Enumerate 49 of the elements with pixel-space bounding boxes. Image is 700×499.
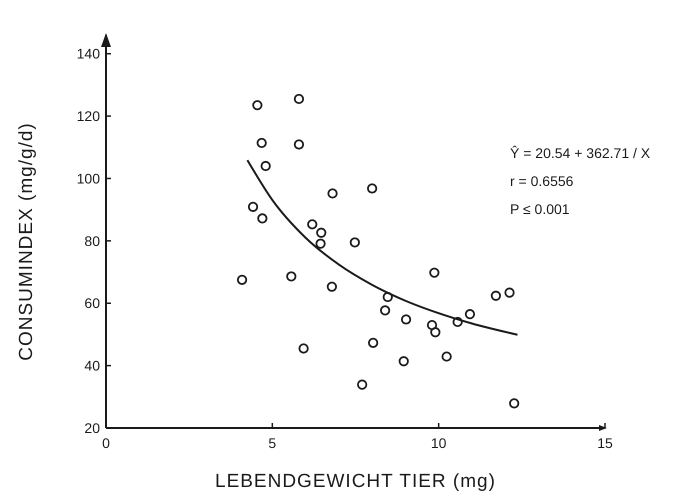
point	[367, 183, 378, 194]
y-tick-label: 80	[84, 232, 100, 249]
point	[426, 320, 438, 330]
point	[307, 219, 318, 230]
point	[260, 160, 271, 172]
point	[509, 398, 520, 408]
point	[315, 238, 326, 249]
y-tick-label: 120	[76, 108, 100, 124]
point	[256, 138, 267, 148]
point	[464, 309, 476, 320]
point	[430, 327, 440, 338]
point	[380, 305, 390, 316]
x-axis-title: LEBENDGEWICHT TIER (mg)	[215, 471, 496, 492]
point	[442, 351, 452, 362]
point	[252, 100, 262, 110]
point	[400, 314, 412, 325]
point	[357, 380, 368, 390]
point	[382, 292, 393, 302]
point	[429, 268, 440, 278]
y-axis-title: CONSUMINDEX (mg/g/d)	[16, 122, 37, 361]
point	[298, 343, 309, 354]
y-tick-label: 20	[84, 420, 100, 436]
x-tick-label: 5	[268, 435, 276, 451]
point	[248, 202, 258, 212]
x-tick-label: 10	[430, 435, 447, 451]
annotation: r = 0.6556	[510, 173, 574, 189]
x-tick-label: 0	[102, 435, 110, 451]
point	[327, 188, 338, 199]
point	[398, 356, 409, 366]
point	[490, 290, 501, 301]
point	[257, 213, 268, 224]
annotation: Ŷ = 20.54 + 362.71 / X	[510, 145, 651, 161]
point	[286, 271, 296, 282]
annotation: P ≤ 0.001	[510, 201, 570, 217]
point	[452, 316, 463, 328]
point	[294, 139, 304, 150]
y-tick-label: 40	[84, 358, 100, 374]
y-tick-label: 100	[76, 170, 100, 186]
point	[350, 237, 360, 248]
line-series	[246, 159, 519, 336]
point	[236, 274, 248, 285]
point	[294, 94, 304, 104]
point	[368, 338, 378, 348]
y-tick-label: 60	[84, 295, 100, 312]
point	[316, 228, 326, 238]
y-tick-label: 140	[76, 46, 100, 62]
x-tick-label: 15	[597, 435, 613, 451]
point	[326, 282, 337, 292]
point	[504, 288, 515, 298]
